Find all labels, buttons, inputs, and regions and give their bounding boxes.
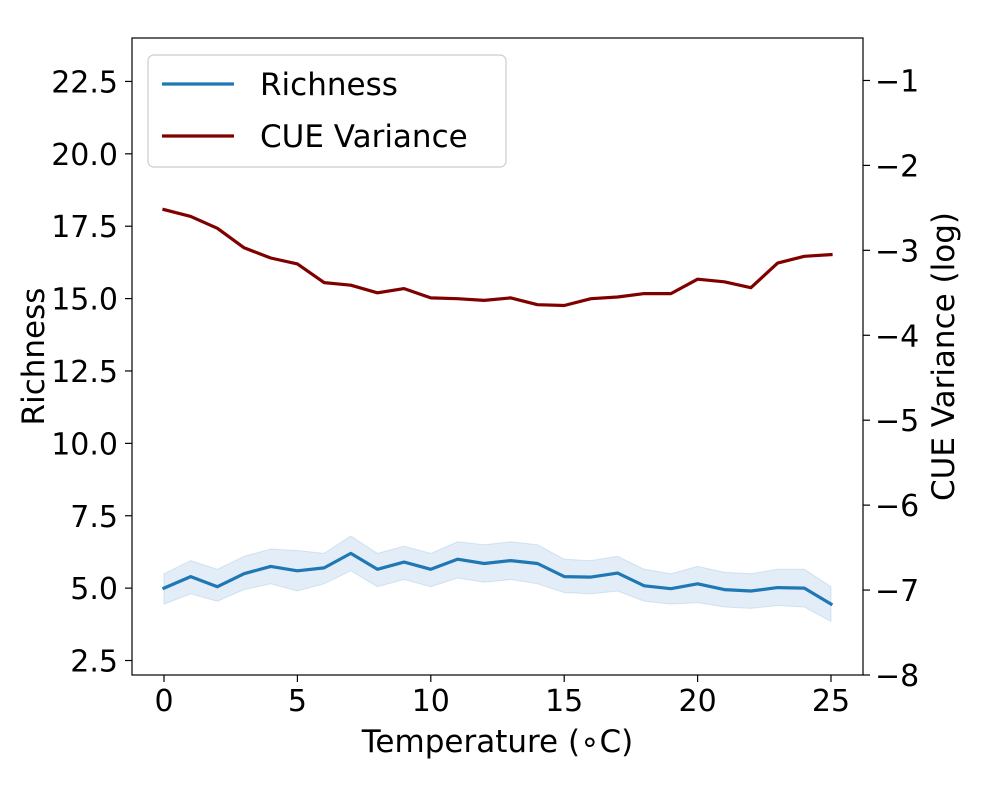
y-right-tick-label: −8	[875, 659, 919, 694]
x-tick-label: 5	[288, 684, 307, 719]
series-line-1	[162, 207, 833, 308]
confidence-band-layer	[163, 535, 832, 623]
x-tick-label: 25	[812, 684, 850, 719]
series-line-0	[161, 551, 834, 607]
y-left-tick-label: 7.5	[70, 500, 118, 535]
y-left-tick-label: 22.5	[51, 65, 118, 100]
y-left-tick-label: 2.5	[70, 645, 118, 680]
y-left-axis-label: Richness	[16, 288, 52, 426]
y-left-tick-label: 12.5	[51, 355, 118, 390]
y-left-tick-label: 10.0	[51, 427, 118, 462]
legend-frame	[147, 54, 507, 168]
y-left-tick-label: 15.0	[51, 283, 118, 318]
y-right-axis-ticks: −1 −2 −3 −4 −5 −6 −7 −8	[863, 64, 919, 694]
y-left-tick-label: 5.0	[70, 572, 118, 607]
legend: Richness CUE Variance	[147, 54, 507, 168]
y-left-tick-label: 17.5	[51, 210, 118, 245]
x-tick-label: 10	[412, 684, 450, 719]
y-right-tick-label: −3	[875, 234, 919, 269]
series-line-layer	[161, 207, 834, 607]
y-right-tick-label: −4	[875, 319, 919, 354]
plot-frame	[131, 37, 864, 676]
y-right-axis-label: CUE Variance (log)	[926, 212, 962, 501]
x-tick-label: 0	[154, 684, 173, 719]
x-tick-label: 20	[678, 684, 716, 719]
y-right-tick-label: −1	[875, 64, 919, 99]
y-right-tick-label: −7	[875, 574, 919, 609]
y-right-tick-label: −5	[875, 404, 919, 439]
legend-label: CUE Variance	[260, 119, 468, 155]
x-axis-label: Temperature (∘C)	[361, 724, 633, 760]
legend-label: Richness	[260, 67, 398, 103]
x-tick-label: 15	[545, 684, 583, 719]
y-left-axis-ticks: 2.5 5.0 7.5 10.0 12.5 15.0 17.5 20.0 22.5	[51, 65, 132, 680]
y-right-tick-label: −2	[875, 149, 919, 184]
y-left-tick-label: 20.0	[51, 138, 118, 173]
x-axis-ticks: 0 5 10 15 20 25	[154, 675, 850, 719]
confidence-band-0	[163, 535, 832, 623]
y-right-tick-label: −6	[875, 489, 919, 524]
